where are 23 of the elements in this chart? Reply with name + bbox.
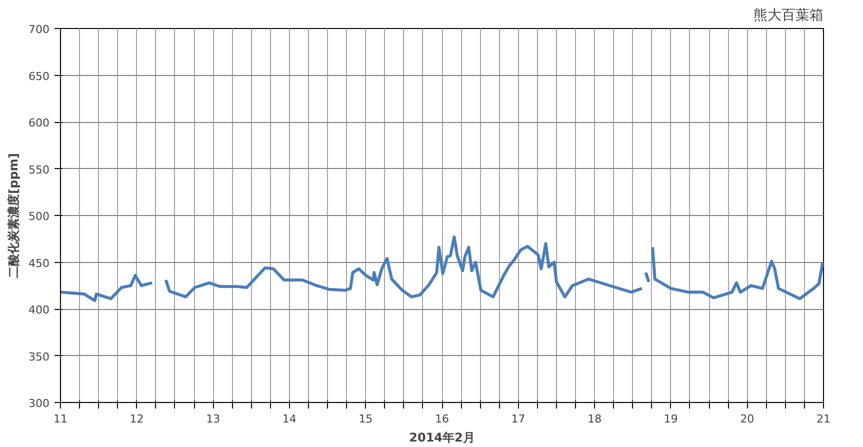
y-tick-label: 450 xyxy=(28,256,50,270)
y-tick-label: 600 xyxy=(28,116,50,130)
x-axis-title: 2014年2月 xyxy=(409,430,475,444)
y-tick-label: 300 xyxy=(28,397,50,410)
x-tick-label: 14 xyxy=(282,412,296,426)
x-tick-label: 12 xyxy=(130,412,144,426)
x-tick-label: 18 xyxy=(588,412,602,426)
x-tick-label: 11 xyxy=(54,412,68,426)
x-tick-label: 20 xyxy=(740,412,754,426)
x-tick-label: 15 xyxy=(358,412,373,426)
x-tick-label: 16 xyxy=(435,412,449,426)
y-tick-label: 550 xyxy=(28,163,50,176)
y-tick-label: 700 xyxy=(28,23,50,36)
x-tick-label: 21 xyxy=(816,412,830,426)
x-tick-label: 13 xyxy=(206,412,220,426)
y-tick-label: 400 xyxy=(28,304,50,316)
x-tick-label: 17 xyxy=(511,412,526,426)
x-tick-label: 19 xyxy=(664,412,678,426)
y-tick-label: 350 xyxy=(28,350,50,364)
y-tick-label: 650 xyxy=(28,70,50,83)
chart-title: 熊大百葉箱 xyxy=(754,8,824,24)
y-axis-title: 二酸化炭素濃度[ppm] xyxy=(6,153,21,278)
y-tick-label: 500 xyxy=(28,210,50,223)
